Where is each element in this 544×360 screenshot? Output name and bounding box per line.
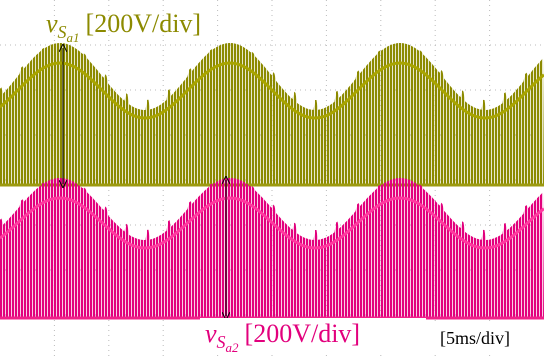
subscript: S [217, 332, 226, 352]
timebase-label: [5ms/div] [440, 328, 510, 348]
subscript: S [58, 22, 67, 42]
scale: [200V/div] [86, 9, 202, 38]
scale: [200V/div] [245, 319, 361, 348]
subsubscript: a2 [226, 340, 240, 355]
subsubscript: a1 [67, 30, 80, 45]
oscilloscope-screen: vSa1[200V/div] vSa2[200V/div] [5ms/div] [0, 0, 544, 360]
symbol: v [205, 319, 217, 348]
symbol: v [46, 9, 58, 38]
